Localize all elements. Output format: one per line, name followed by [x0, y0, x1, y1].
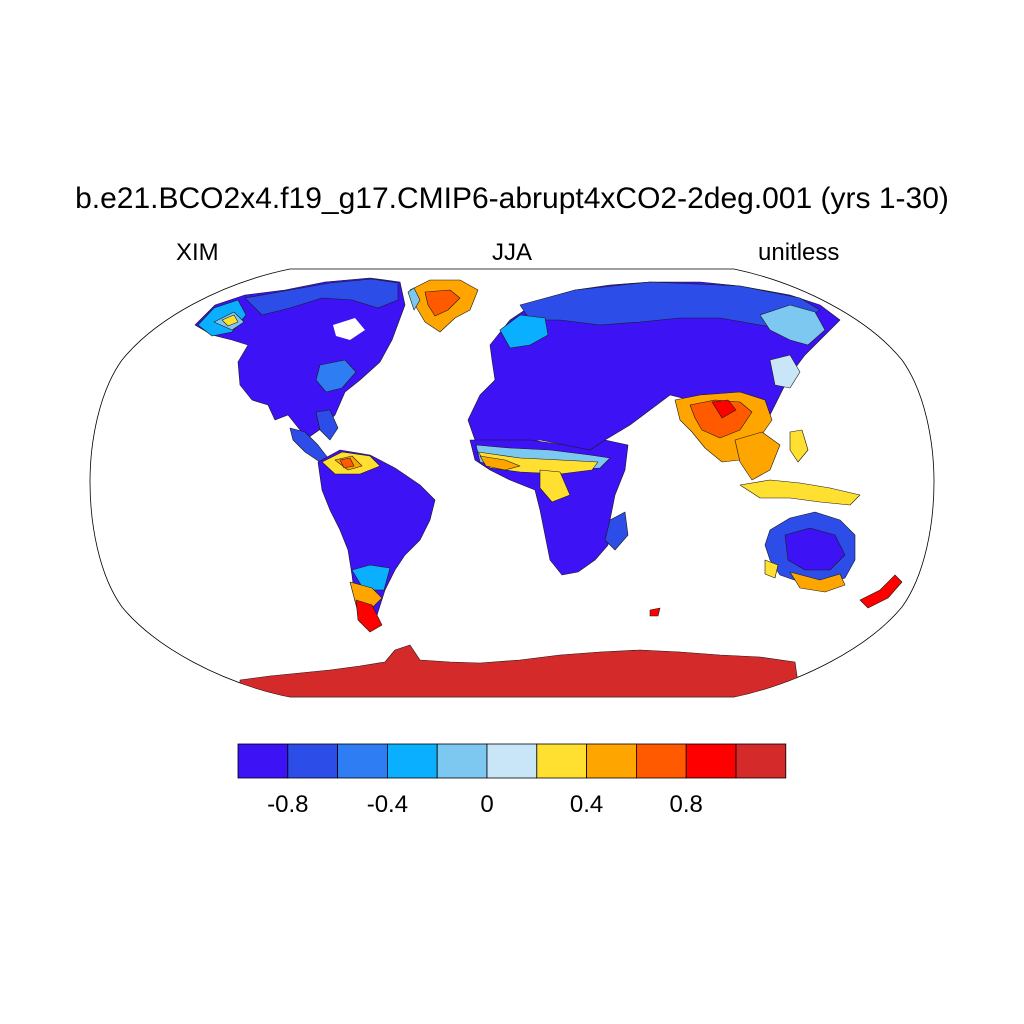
australia-west-warm — [764, 559, 779, 579]
madagascar — [604, 511, 629, 551]
colorbar-tick-label: 0.8 — [670, 791, 703, 818]
colorbar-labels: -0.8 -0.4 0 0.4 0.8 — [267, 791, 703, 818]
colorbar-box — [337, 743, 388, 779]
colorbar-boxes — [237, 743, 787, 779]
variable-label: XIM — [176, 239, 219, 266]
east-siberia-pale — [759, 304, 826, 346]
colorbar-box — [586, 743, 637, 779]
plot-title: b.e21.BCO2x4.f19_g17.CMIP6-abrupt4xCO2-2… — [75, 182, 949, 215]
colorbar-tick-label: -0.4 — [367, 791, 408, 818]
sa-north-core — [339, 457, 355, 469]
units-label: unitless — [758, 239, 840, 266]
australia-inner — [784, 527, 846, 571]
colorbar-box — [685, 743, 737, 779]
indochina — [734, 431, 781, 481]
sahel-hot — [479, 455, 521, 471]
colorbar-box — [536, 743, 587, 779]
himalaya-hot — [711, 399, 737, 419]
sa-south-hot — [355, 599, 383, 633]
south-america — [317, 449, 436, 631]
colorbar-box — [237, 743, 289, 779]
sa-island — [649, 607, 661, 617]
australia-south-warm — [789, 571, 846, 593]
north-europe-cool — [499, 314, 549, 349]
siberia-cool — [519, 281, 821, 331]
alaska-warm — [221, 314, 239, 327]
philippines — [789, 429, 809, 463]
colorbar-box — [386, 743, 438, 779]
greenland-core — [424, 289, 461, 317]
north-america-arctic — [244, 278, 399, 316]
colorbar-box — [436, 743, 488, 779]
us-east — [315, 359, 357, 393]
east-asia-pale — [769, 354, 801, 389]
colorbar-box — [287, 743, 338, 779]
season-label: JJA — [491, 239, 532, 266]
greenland-edge — [407, 287, 421, 311]
africa — [469, 439, 629, 576]
tasmania-nz — [859, 574, 903, 609]
indonesia — [739, 479, 861, 506]
colorbar-box — [636, 743, 687, 779]
antarctica — [239, 644, 801, 697]
hudson-bay — [333, 318, 365, 340]
florida — [315, 409, 339, 441]
colorbar-tick-label: 0.4 — [570, 791, 603, 818]
east-africa-warm — [539, 469, 571, 503]
colorbar-tick-label: -0.8 — [267, 791, 308, 818]
colorbar-box — [735, 743, 787, 779]
colorbar-box — [486, 743, 538, 779]
colorbar-tick-label: 0 — [480, 791, 493, 818]
